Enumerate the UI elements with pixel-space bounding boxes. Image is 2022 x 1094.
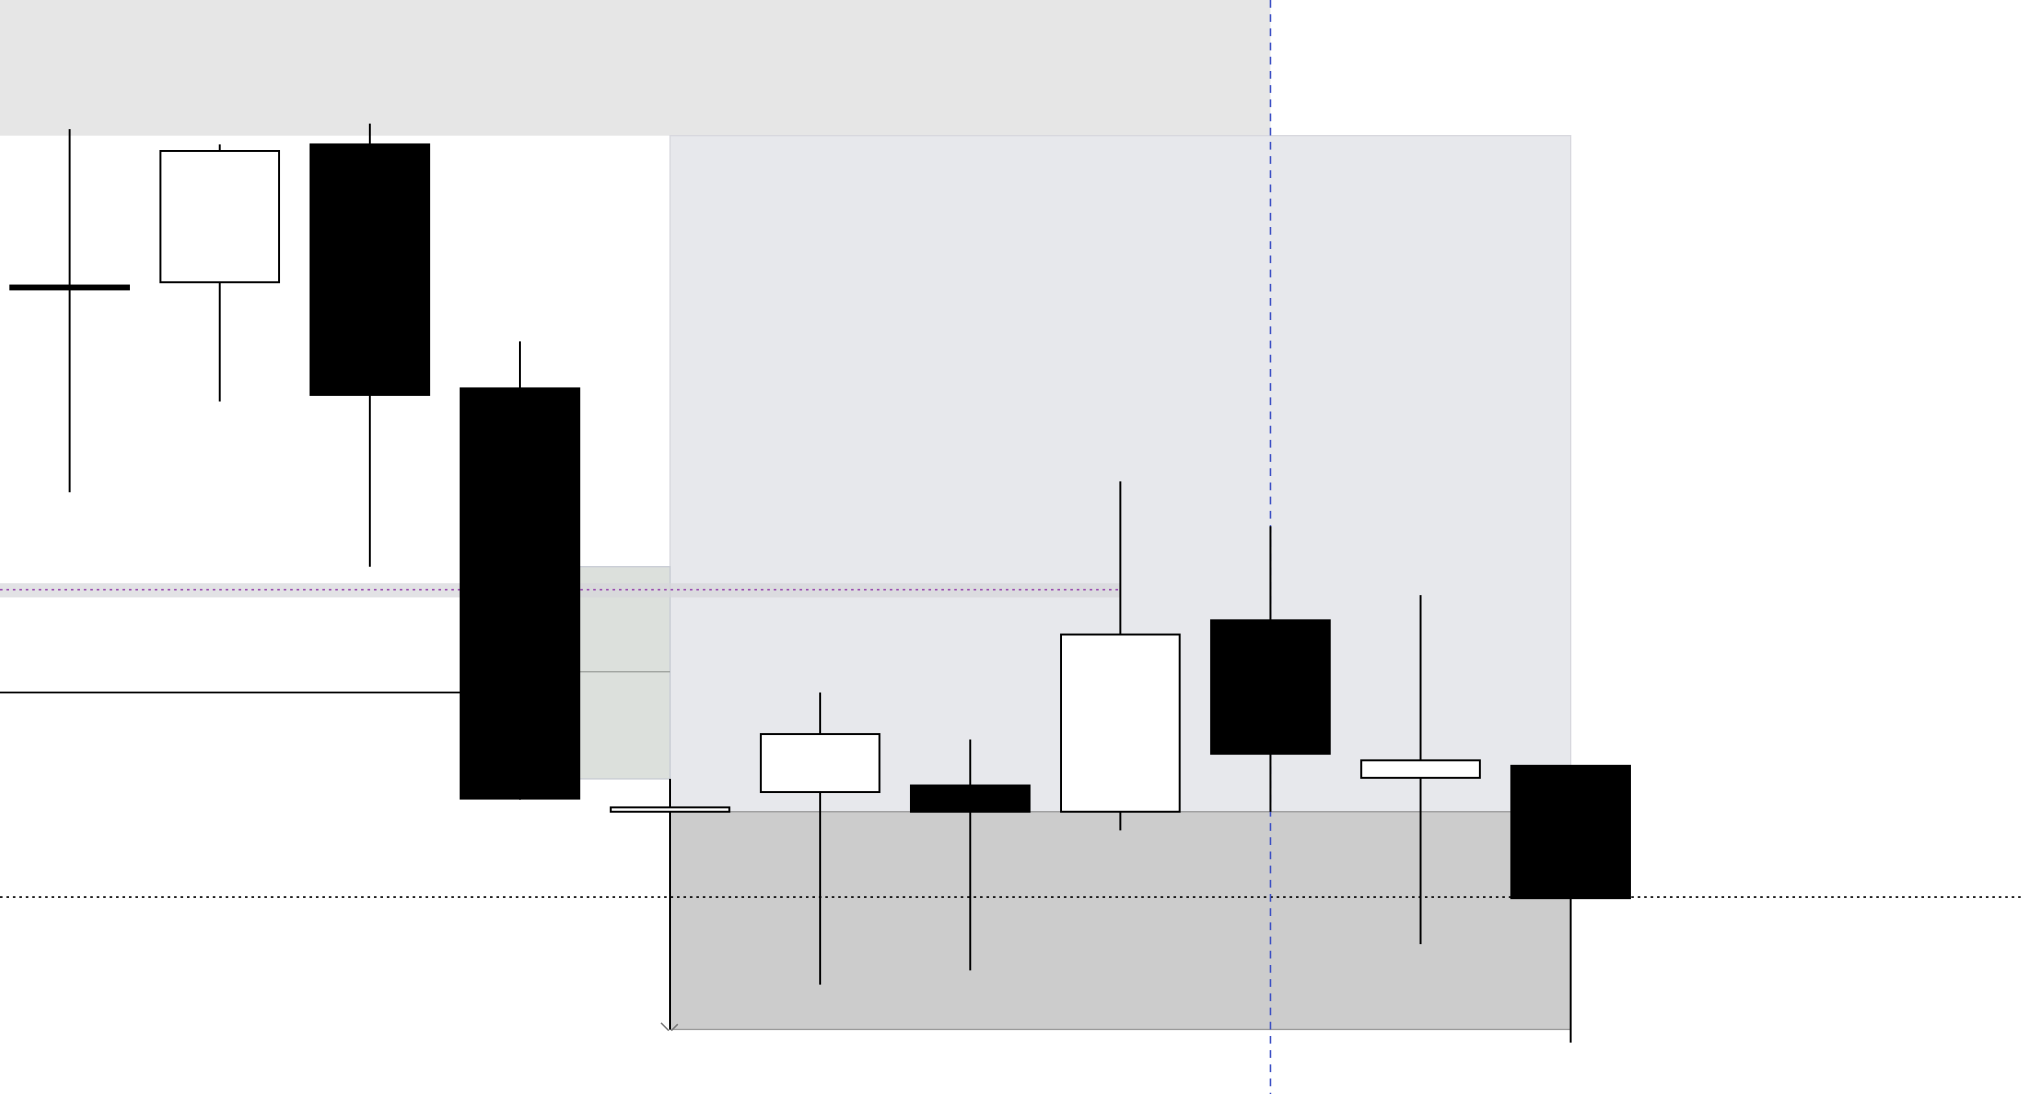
candle-body (9, 284, 130, 291)
candle-body (1060, 633, 1181, 813)
small-zone (578, 566, 671, 780)
resize-handle-icon (660, 1022, 679, 1032)
candle-body (609, 806, 731, 813)
candle-body (459, 387, 581, 800)
top-band-zone (0, 0, 1271, 136)
candle-body (1510, 764, 1631, 900)
candle-body (309, 143, 431, 396)
candle-body (159, 150, 281, 284)
lower-zone (669, 811, 1572, 1031)
candle-body (759, 733, 881, 794)
candle-body (1210, 619, 1331, 755)
candle-body (1360, 759, 1481, 779)
candle-body (909, 784, 1031, 813)
